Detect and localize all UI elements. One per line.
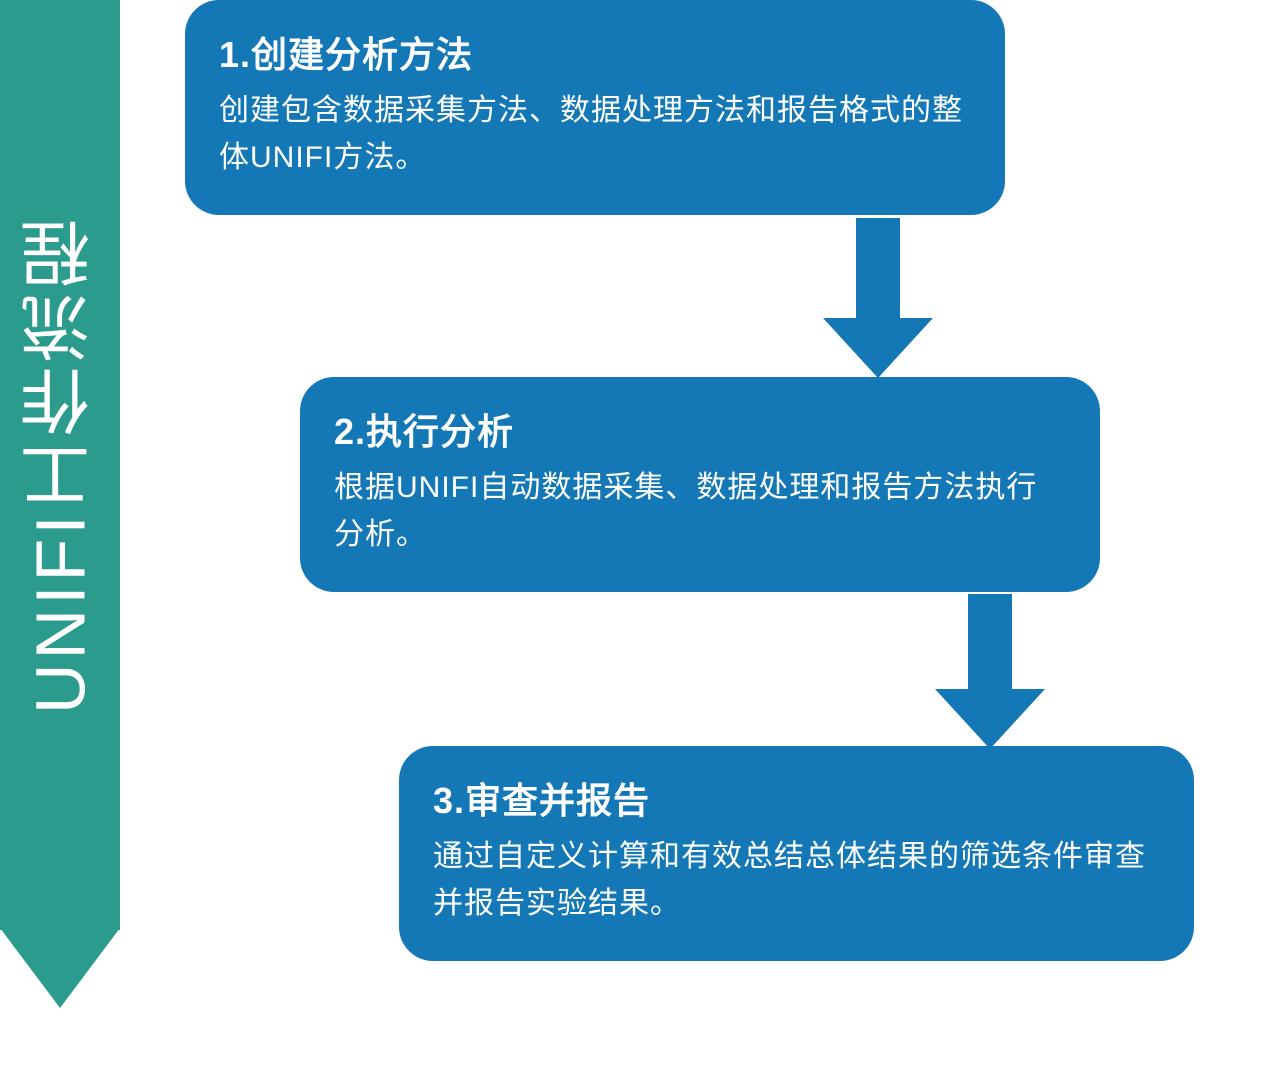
step-desc-3: 通过自定义计算和有效总结总体结果的筛选条件审查并报告实验结果。 <box>433 834 1160 927</box>
step-desc-1: 创建包含数据采集方法、数据处理方法和报告格式的整体UNIFI方法。 <box>219 88 971 181</box>
step-box-3: 3.审查并报告通过自定义计算和有效总结总体结果的筛选条件审查并报告实验结果。 <box>399 746 1194 961</box>
step-box-2: 2.执行分析根据UNIFI自动数据采集、数据处理和报告方法执行分析。 <box>300 377 1100 592</box>
step-box-1: 1.创建分析方法创建包含数据采集方法、数据处理方法和报告格式的整体UNIFI方法… <box>185 0 1005 215</box>
arrow-1 <box>823 218 933 378</box>
step-title-3: 3.审查并报告 <box>433 772 1160 824</box>
step-title-2: 2.执行分析 <box>334 403 1066 455</box>
arrow-2 <box>935 594 1045 749</box>
sidebar-label: UNIFI工作流程 <box>0 0 120 930</box>
step-desc-2: 根据UNIFI自动数据采集、数据处理和报告方法执行分析。 <box>334 465 1066 558</box>
sidebar-workflow-banner: UNIFI工作流程 <box>0 0 120 1010</box>
sidebar-triangle-shape <box>0 928 120 1008</box>
step-title-1: 1.创建分析方法 <box>219 26 971 78</box>
